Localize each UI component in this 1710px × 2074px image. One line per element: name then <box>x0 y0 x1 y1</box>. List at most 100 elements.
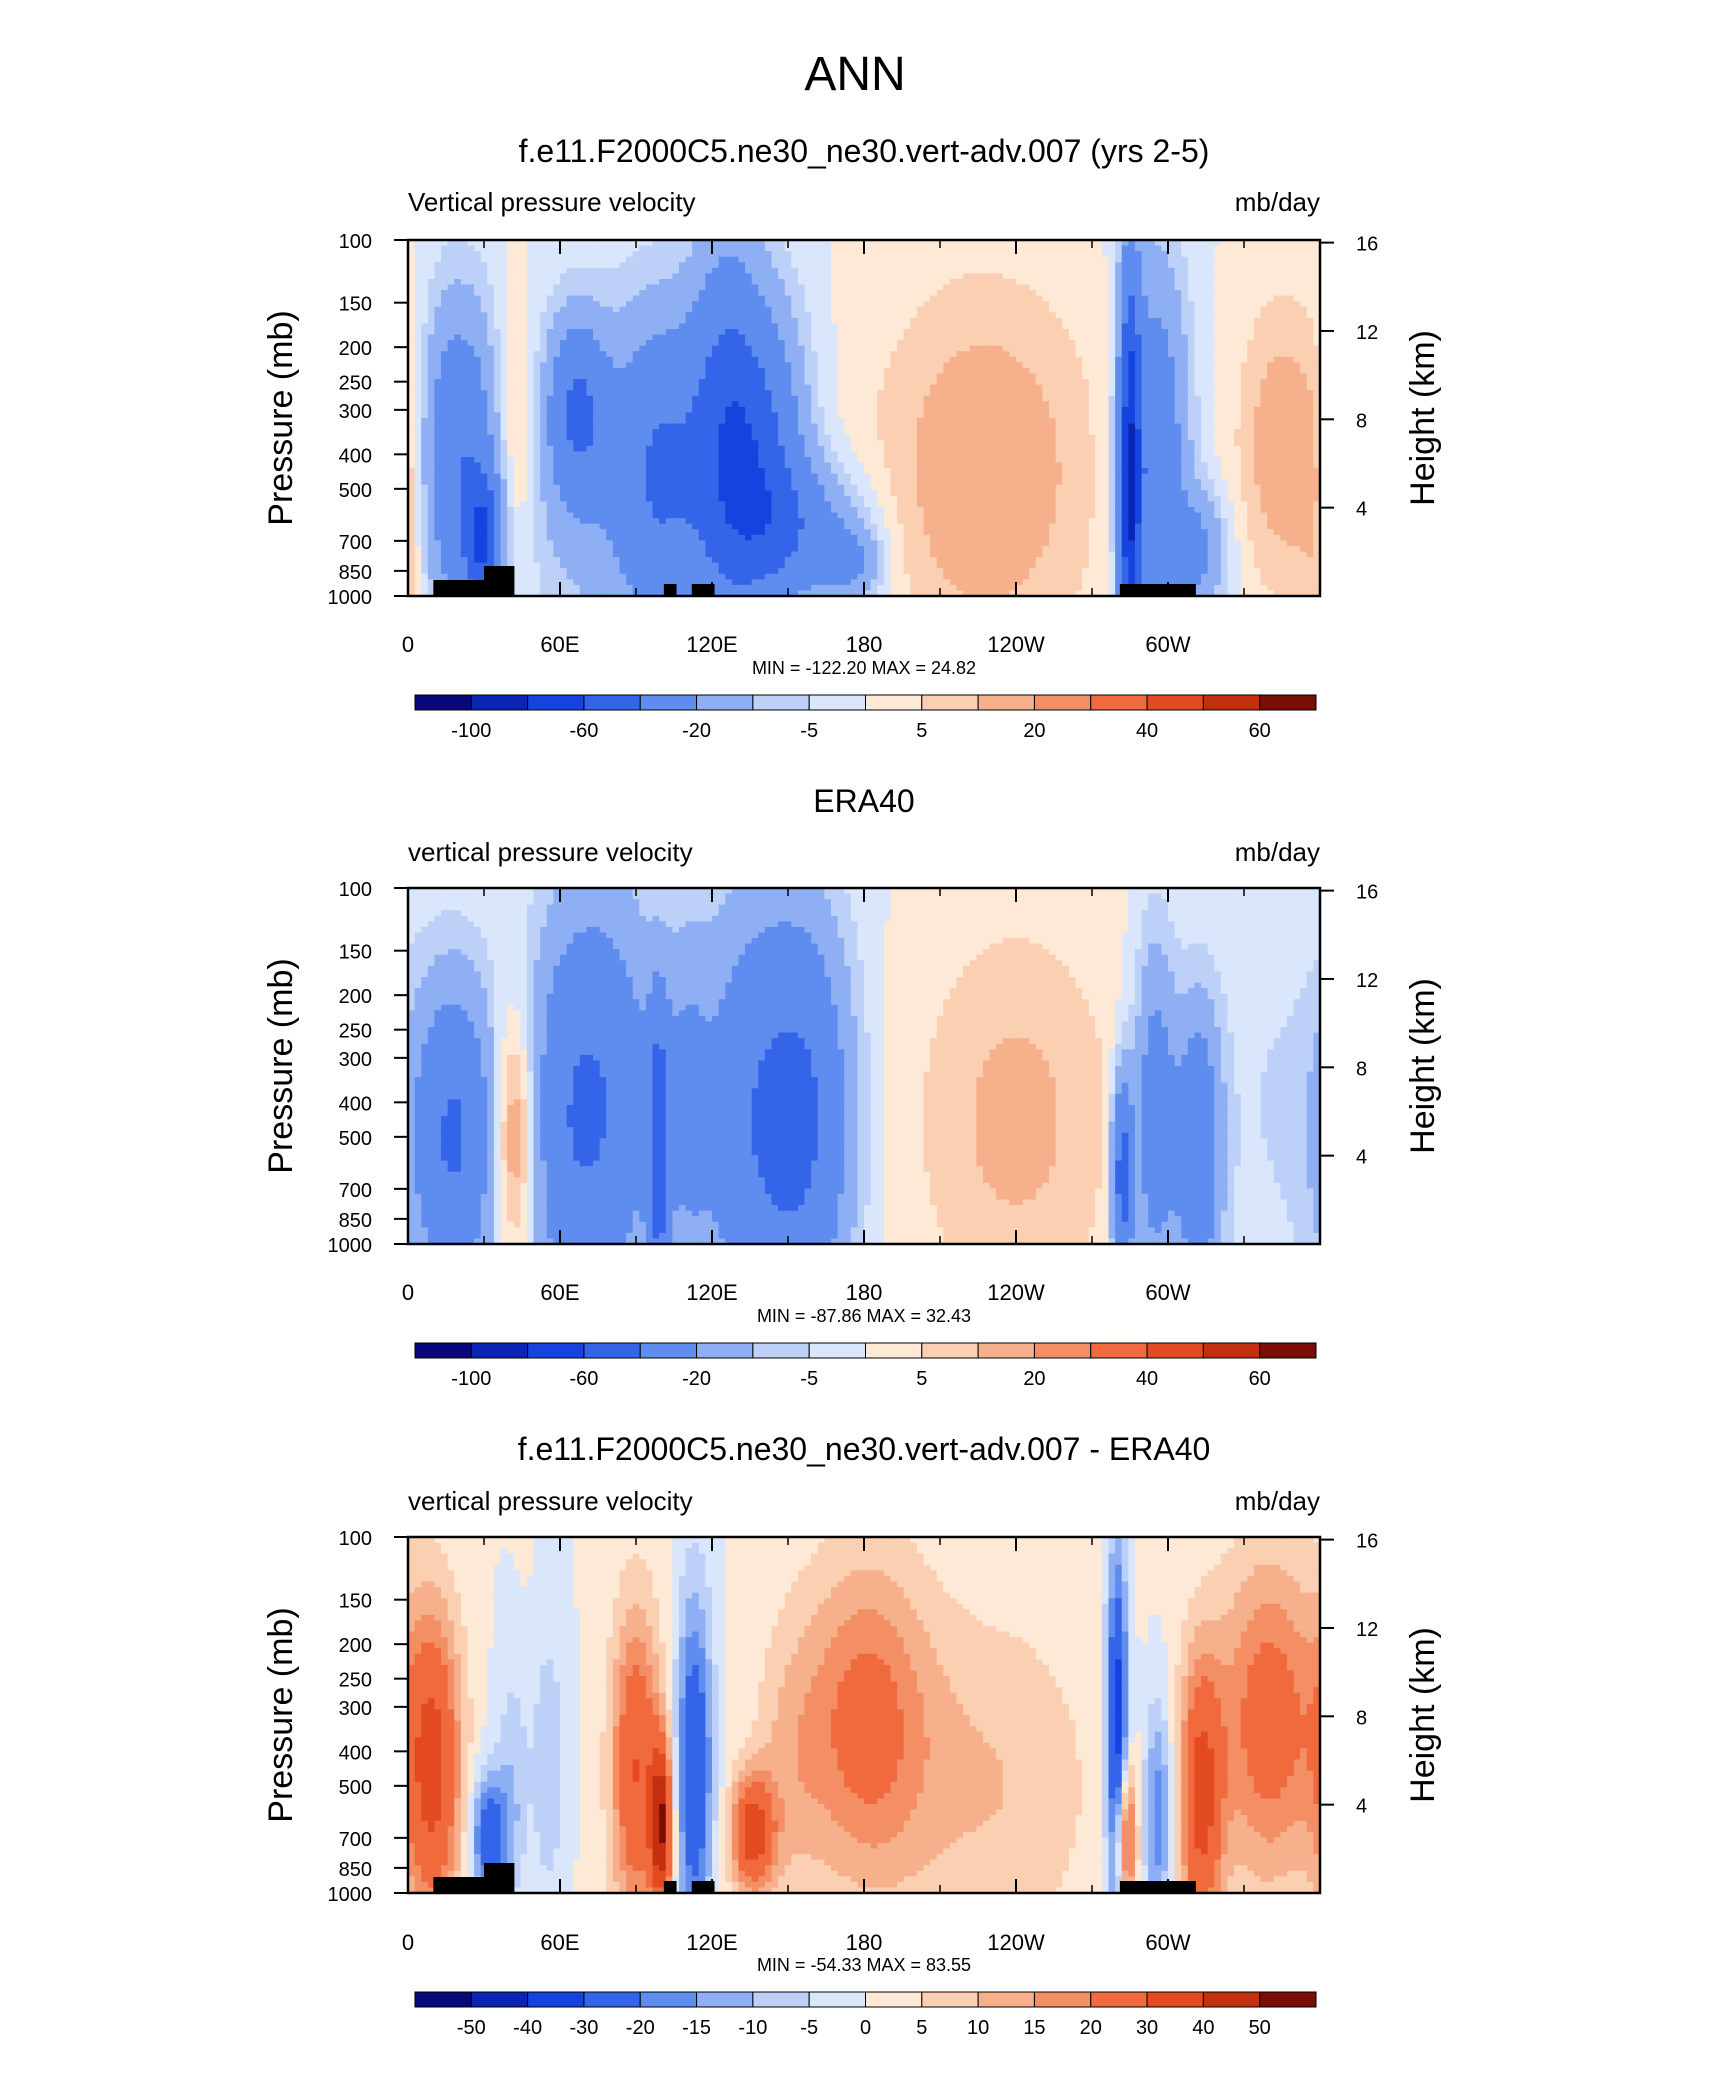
field-cell <box>831 390 838 396</box>
field-cell <box>732 385 739 391</box>
field-cell <box>593 323 600 329</box>
field-cell <box>864 312 871 318</box>
field-cell <box>547 279 554 285</box>
field-cell <box>1003 268 1010 274</box>
field-cell <box>1016 246 1023 252</box>
field-cell <box>1016 385 1023 391</box>
field-cell <box>1089 374 1096 380</box>
field-cell <box>1267 412 1274 418</box>
field-cell <box>1029 296 1036 302</box>
field-cell <box>527 357 534 363</box>
field-cell <box>745 290 752 296</box>
field-cell <box>666 262 673 268</box>
field-cell <box>1241 268 1248 274</box>
field-cell <box>633 307 640 313</box>
field-cell <box>1109 318 1116 324</box>
field-cell <box>428 407 435 413</box>
field-cell <box>699 312 706 318</box>
field-cell <box>1287 257 1294 263</box>
field-cell <box>778 279 785 285</box>
field-cell <box>1194 385 1201 391</box>
field-cell <box>712 318 719 324</box>
field-cell <box>434 346 441 352</box>
field-cell <box>904 296 911 302</box>
field-cell <box>534 323 541 329</box>
field-cell <box>884 351 891 357</box>
field-cell <box>1175 435 1182 441</box>
field-cell <box>692 279 699 285</box>
field-cell <box>1075 340 1082 346</box>
field-cell <box>917 374 924 380</box>
field-cell <box>785 346 792 352</box>
field-cell <box>527 390 534 396</box>
field-cell <box>1049 435 1056 441</box>
field-cell <box>1069 335 1076 341</box>
field-cell <box>686 379 693 385</box>
field-cell <box>699 435 706 441</box>
field-cell <box>686 323 693 329</box>
field-cell <box>514 251 521 257</box>
field-cell <box>1214 301 1221 307</box>
field-cell <box>666 435 673 441</box>
field-cell <box>923 301 930 307</box>
field-cell <box>864 323 871 329</box>
field-cell <box>1294 368 1301 374</box>
field-cell <box>653 323 660 329</box>
field-cell <box>1062 435 1069 441</box>
field-cell <box>950 285 957 291</box>
field-cell <box>970 379 977 385</box>
field-cell <box>890 290 897 296</box>
field-cell <box>646 407 653 413</box>
field-cell <box>976 424 983 430</box>
field-cell <box>1089 312 1096 318</box>
field-cell <box>857 307 864 313</box>
field-cell <box>1049 296 1056 302</box>
field-cell <box>1261 407 1268 413</box>
field-cell <box>897 412 904 418</box>
field-cell <box>957 374 964 380</box>
field-cell <box>1029 268 1036 274</box>
field-cell <box>1155 340 1162 346</box>
panel-title: f.e11.F2000C5.ne30_ne30.vert-adv.007 (yr… <box>519 133 1210 169</box>
field-cell <box>487 401 494 407</box>
field-cell <box>1155 335 1162 341</box>
field-cell <box>1307 285 1314 291</box>
field-cell <box>824 273 831 279</box>
field-cell <box>1135 318 1142 324</box>
field-cell <box>811 246 818 252</box>
field-cell <box>1261 262 1268 268</box>
field-cell <box>487 251 494 257</box>
field-cell <box>1122 346 1129 352</box>
field-cell <box>534 362 541 368</box>
field-cell <box>428 296 435 302</box>
field-cell <box>884 401 891 407</box>
field-cell <box>1148 385 1155 391</box>
field-cell <box>897 357 904 363</box>
field-cell <box>1267 285 1274 291</box>
field-cell <box>923 396 930 402</box>
field-cell <box>1234 301 1241 307</box>
field-cell <box>976 290 983 296</box>
field-cell <box>1029 307 1036 313</box>
field-cell <box>752 312 759 318</box>
field-cell <box>785 307 792 313</box>
field-cell <box>917 296 924 302</box>
field-cell <box>692 257 699 263</box>
field-cell <box>494 412 501 418</box>
field-cell <box>719 390 726 396</box>
field-cell <box>639 374 646 380</box>
field-cell <box>514 429 521 435</box>
field-cell <box>1181 351 1188 357</box>
field-cell <box>1261 329 1268 335</box>
field-cell <box>765 368 772 374</box>
field-cell <box>1227 379 1234 385</box>
field-cell <box>619 268 626 274</box>
field-cell <box>1267 251 1274 257</box>
field-cell <box>606 273 613 279</box>
field-cell <box>501 307 508 313</box>
field-cell <box>805 418 812 424</box>
field-cell <box>474 335 481 341</box>
field-cell <box>963 301 970 307</box>
field-cell <box>745 312 752 318</box>
field-cell <box>501 335 508 341</box>
